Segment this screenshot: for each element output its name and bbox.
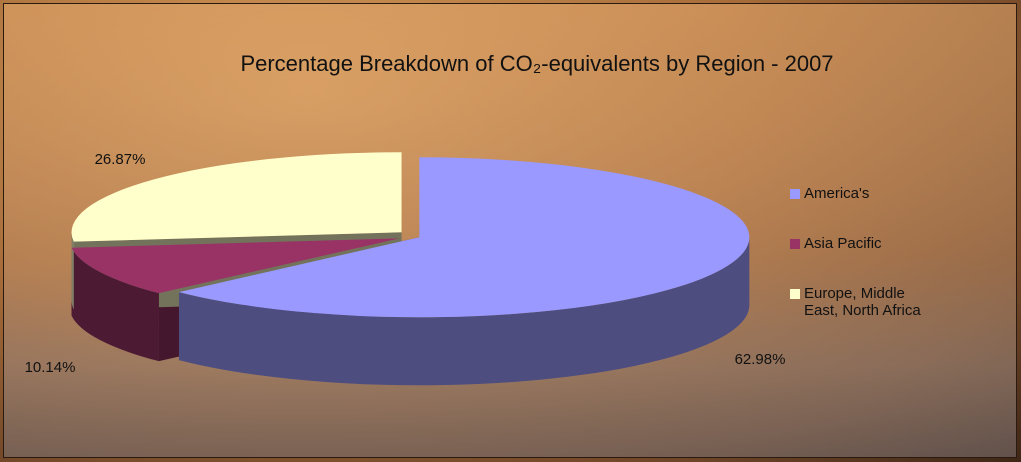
data-label: 10.14% xyxy=(25,359,76,376)
slice xyxy=(178,157,750,318)
chart-title: Percentage Breakdown of CO₂-equivalents … xyxy=(240,51,833,76)
data-label: 26.87% xyxy=(95,151,146,168)
legend: America's Asia Pacific Europe, Middle East… xyxy=(790,185,940,352)
slice xyxy=(71,238,400,294)
legend-swatch xyxy=(790,289,800,299)
slice xyxy=(71,152,402,242)
sides xyxy=(71,232,750,386)
legend-label: Asia Pacific xyxy=(804,235,882,252)
data-label: 62.98% xyxy=(735,351,786,368)
tops xyxy=(71,152,750,318)
legend-item: Asia Pacific xyxy=(790,235,940,252)
legend-item: America's xyxy=(790,185,940,202)
slice-side xyxy=(178,237,750,386)
legend-swatch xyxy=(790,239,800,249)
slice-side xyxy=(71,232,74,310)
legend-item: Europe, Middle East, North Africa xyxy=(790,285,940,319)
legend-label: Europe, Middle East, North Africa xyxy=(804,285,921,319)
legend-swatch xyxy=(790,189,800,199)
legend-label: America's xyxy=(804,185,870,202)
slice-side xyxy=(71,247,159,362)
